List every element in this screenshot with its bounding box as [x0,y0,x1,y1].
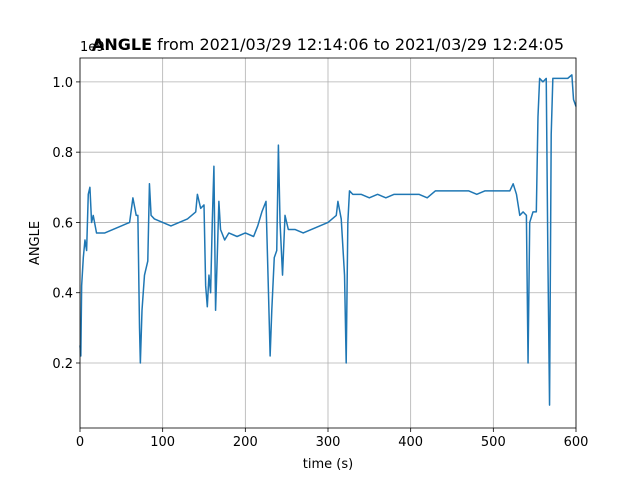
y-tick-label: 0.4 [52,287,73,302]
x-axis-label: time (s) [303,457,353,472]
title-bold: ANGLE [92,35,152,54]
x-tick-label: 600 [564,435,589,450]
x-tick-label: 100 [150,435,175,450]
x-tick-label: 400 [398,435,423,450]
data-line [79,74,577,406]
x-tick-label: 0 [76,435,84,450]
y-tick-label: 0.2 [52,357,73,372]
y-tick-label: 1.0 [52,76,73,91]
y-axis-label: ANGLE [28,221,43,265]
y-tick-label: 0.8 [52,146,73,161]
offset-text: 1e9 [80,40,105,55]
title-rest: from 2021/03/29 12:14:06 to 2021/03/29 1… [152,35,564,54]
x-tick-label: 200 [233,435,258,450]
plot-area [79,58,577,428]
chart-title: ANGLE from 2021/03/29 12:14:06 to 2021/0… [92,35,564,54]
x-tick-label: 500 [481,435,506,450]
y-tick-label: 0.6 [52,216,73,231]
x-tick-label: 300 [316,435,341,450]
